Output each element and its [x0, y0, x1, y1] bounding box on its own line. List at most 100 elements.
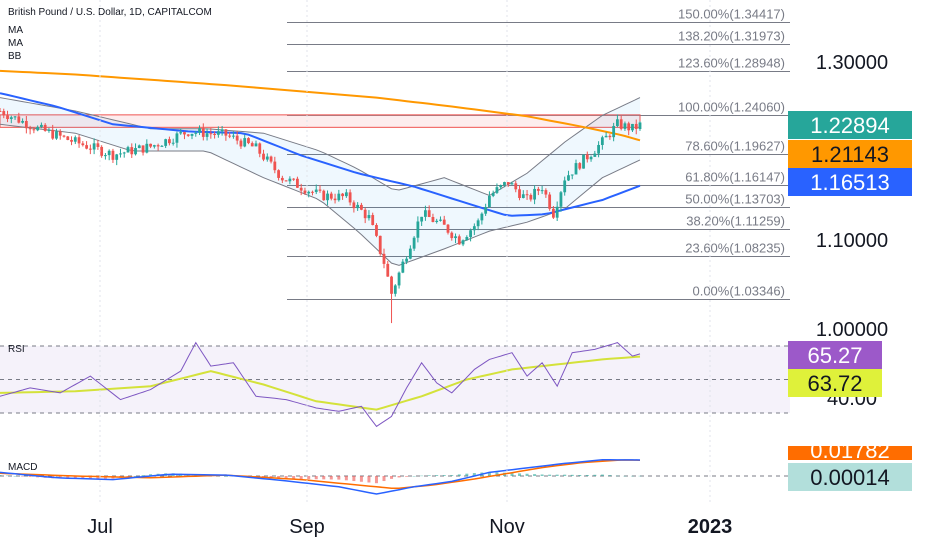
macd-histogram-bar	[66, 476, 70, 479]
candle-body	[288, 178, 292, 182]
candle-body	[198, 128, 201, 133]
candle-body	[412, 237, 416, 249]
rsi-value-box	[788, 369, 882, 397]
candle-body	[43, 124, 47, 131]
candle-body	[254, 143, 258, 147]
candle-body	[612, 125, 616, 138]
candle-body	[107, 150, 111, 156]
bollinger-bands	[0, 97, 641, 266]
macd-histogram-bar	[28, 476, 32, 477]
candle-body	[570, 174, 574, 176]
candle-body	[435, 220, 439, 223]
time-tick-label: Jul	[87, 516, 113, 538]
candle-body	[77, 137, 81, 144]
candle-body	[2, 111, 6, 116]
candle-body	[265, 156, 269, 160]
macd-histogram-bar	[390, 476, 394, 479]
candle-body	[631, 123, 634, 131]
candle-body	[247, 138, 250, 144]
macd-histogram-bar	[593, 474, 597, 476]
candle-body	[130, 147, 134, 155]
macd-partial-value-box	[788, 446, 912, 460]
candle-body	[495, 187, 499, 193]
bb-upper-line	[0, 97, 641, 197]
candle-body	[356, 204, 360, 209]
candle-body	[258, 143, 262, 154]
price-tags: 1.22894 1.21143 1.16513	[788, 111, 912, 196]
candle-body	[397, 272, 401, 286]
macd-histogram-bar	[126, 476, 130, 477]
candle-body	[220, 129, 224, 132]
macd-histogram-bar	[518, 473, 522, 476]
candle-body	[360, 204, 363, 210]
candle-body	[216, 131, 220, 135]
resistance-zone-box	[0, 114, 641, 128]
candle-body	[480, 213, 484, 221]
candle-body	[88, 148, 92, 150]
price-tag-box	[788, 111, 912, 139]
resistance-zone[interactable]	[0, 114, 641, 128]
time-axis[interactable]: Jul Sep Nov 2023	[87, 0, 732, 538]
candle-body	[533, 188, 536, 200]
candle-body	[111, 150, 115, 160]
macd-histogram-bar	[570, 474, 574, 476]
macd-histogram-bar	[269, 476, 273, 478]
rsi-value-box	[788, 341, 882, 369]
candle-body	[137, 145, 141, 149]
candle-body	[115, 154, 119, 160]
price-tag-box	[788, 140, 912, 168]
macd-histogram-bar	[329, 476, 333, 480]
candle-body	[303, 190, 307, 194]
candle-body	[427, 210, 431, 218]
candle-body	[585, 154, 589, 160]
macd-histogram-bar	[420, 475, 424, 477]
macd-histogram-bar	[81, 476, 85, 479]
candle-body	[314, 189, 318, 193]
macd-value-label: 0.00014	[810, 465, 890, 490]
macd-histogram-bar	[359, 476, 363, 482]
macd-histogram-bar	[435, 475, 439, 476]
candle-body	[126, 147, 130, 153]
bb-lower-line	[0, 123, 641, 266]
macd-histogram-bar	[487, 471, 491, 476]
candle-body	[17, 116, 21, 123]
candle-body	[555, 206, 559, 218]
candle-body	[40, 124, 43, 127]
candle-body	[450, 232, 454, 239]
candle-body	[521, 194, 525, 198]
candle-body	[540, 190, 544, 192]
price-tick-label: 1.00000	[816, 319, 888, 341]
candle-body	[190, 133, 194, 136]
candle-body	[465, 237, 469, 241]
macd-histogram-bar	[141, 475, 145, 476]
macd-histogram-bar	[412, 476, 416, 477]
candle-body	[476, 220, 480, 227]
indicator-bb[interactable]: BB	[8, 51, 22, 62]
candle-body	[24, 120, 28, 129]
macd-histogram-bar	[299, 476, 303, 479]
macd-histogram-bar	[638, 475, 642, 477]
fibonacci-levels[interactable]: 150.00%(1.34417) 138.20%(1.31973) 123.60%(…	[287, 7, 790, 300]
candle-body	[559, 192, 563, 207]
indicator-ma-2[interactable]: MA	[8, 38, 23, 49]
candlestick-series	[0, 107, 642, 324]
macd-histogram-bar	[367, 476, 371, 483]
indicator-ma-1[interactable]: MA	[8, 25, 23, 36]
price-axis[interactable]: 1.30000 1.10000 1.00000	[816, 52, 888, 341]
macd-histogram-bar	[585, 474, 589, 476]
candle-body	[0, 110, 2, 112]
candle-body	[439, 219, 442, 221]
macd-value-box	[788, 463, 912, 491]
candle-body	[156, 145, 160, 147]
candle-body	[420, 216, 424, 222]
candle-body	[299, 187, 303, 191]
candle-body	[224, 129, 228, 136]
candle-body	[141, 145, 145, 153]
candle-body	[337, 193, 341, 201]
candle-body	[58, 131, 62, 136]
candle-body	[375, 224, 378, 236]
price-tag-label: 1.16513	[810, 170, 890, 195]
